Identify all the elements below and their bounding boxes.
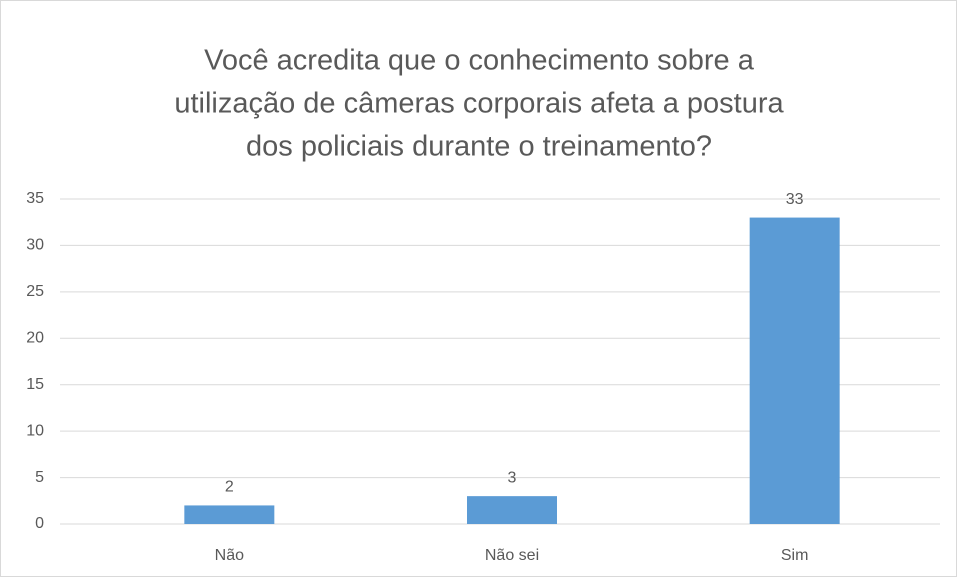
y-tick-label: 25 <box>26 283 44 300</box>
bar <box>184 505 275 524</box>
data-label: 33 <box>786 191 804 208</box>
y-tick-label: 20 <box>26 330 44 347</box>
y-tick-label: 0 <box>35 515 44 532</box>
x-tick-label: Não <box>215 547 244 564</box>
y-tick-label: 30 <box>26 237 44 254</box>
chart-title: utilização de câmeras corporais afeta a … <box>174 88 784 120</box>
chart-title: Você acredita que o conhecimento sobre a <box>204 45 755 77</box>
y-tick-label: 15 <box>26 376 44 393</box>
bar <box>467 496 557 524</box>
y-tick-label: 35 <box>26 190 44 207</box>
y-tick-label: 5 <box>35 469 44 486</box>
x-tick-label: Sim <box>781 547 809 564</box>
x-tick-label: Não sei <box>485 547 539 564</box>
y-tick-label: 10 <box>26 422 44 439</box>
data-label: 2 <box>225 479 234 496</box>
bar <box>749 217 840 525</box>
chart-title: dos policiais durante o treinamento? <box>246 131 712 163</box>
data-label: 3 <box>508 469 517 486</box>
